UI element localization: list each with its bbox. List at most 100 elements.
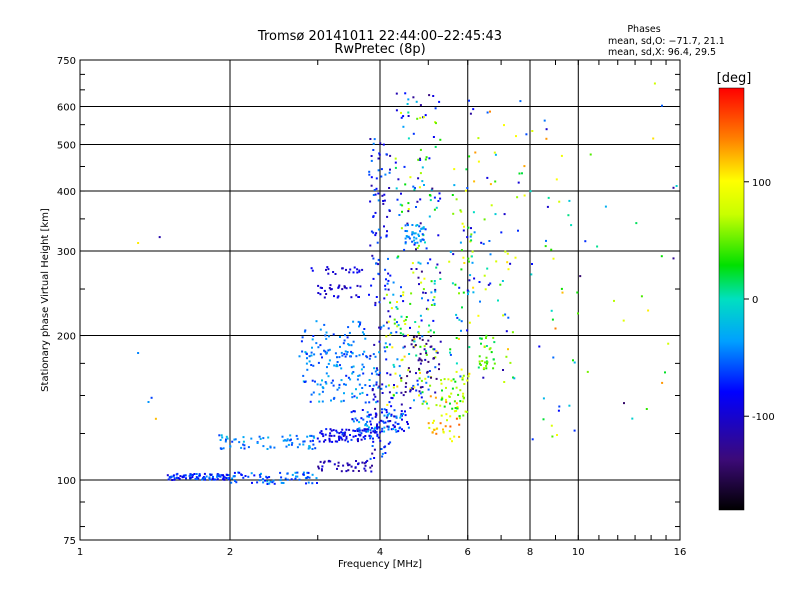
data-point: [413, 239, 416, 242]
data-point: [371, 445, 374, 447]
data-point: [500, 231, 503, 234]
data-point: [323, 296, 326, 299]
y-tick-label: 300: [57, 247, 76, 258]
data-point: [397, 178, 400, 181]
data-point: [396, 307, 399, 310]
data-point: [467, 260, 470, 263]
data-point: [333, 295, 335, 298]
data-point: [572, 359, 574, 362]
data-point: [356, 284, 359, 287]
data-point: [306, 357, 308, 360]
data-point: [433, 429, 436, 431]
data-point: [362, 436, 365, 439]
data-point: [545, 239, 547, 242]
data-point: [341, 354, 344, 357]
data-point: [338, 437, 341, 440]
data-point: [434, 396, 437, 399]
data-point: [425, 353, 428, 356]
data-point: [395, 391, 398, 394]
data-point: [380, 419, 383, 422]
data-point: [672, 186, 675, 189]
data-point: [401, 204, 404, 207]
data-point: [407, 224, 409, 227]
data-point: [462, 392, 465, 395]
data-point: [185, 477, 187, 480]
data-point: [557, 409, 560, 412]
data-point: [357, 433, 360, 436]
data-point: [430, 291, 433, 294]
data-point: [377, 373, 380, 376]
data-point: [399, 374, 401, 377]
data-point: [362, 366, 365, 369]
data-point: [509, 361, 512, 364]
data-point: [463, 383, 466, 385]
data-point: [401, 418, 403, 421]
data-point: [392, 424, 395, 427]
data-point: [399, 203, 402, 206]
data-point: [385, 234, 388, 237]
data-point: [437, 200, 440, 202]
data-point: [375, 262, 377, 265]
data-point: [308, 360, 311, 363]
data-point: [419, 116, 422, 119]
data-point: [368, 385, 371, 387]
data-point: [584, 240, 587, 243]
data-point: [434, 290, 437, 293]
data-point: [369, 420, 372, 423]
data-point: [221, 436, 224, 439]
data-point: [204, 478, 207, 481]
phases-o-mode: mean, sd,O: −71.7, 21.1: [608, 36, 725, 47]
data-point: [381, 452, 384, 455]
data-point: [179, 475, 182, 478]
data-point: [376, 400, 379, 403]
data-point: [415, 206, 417, 208]
data-point: [363, 428, 366, 431]
data-point: [457, 337, 460, 340]
data-point: [446, 419, 448, 422]
data-point: [332, 384, 335, 387]
data-point: [409, 370, 411, 373]
data-point: [425, 352, 428, 355]
data-point: [384, 284, 387, 287]
data-point: [414, 232, 417, 235]
data-point: [374, 395, 377, 398]
data-point: [345, 435, 348, 438]
data-point: [319, 353, 322, 356]
data-point: [147, 401, 150, 403]
data-point: [377, 258, 380, 261]
data-point: [484, 288, 487, 291]
data-point: [531, 438, 534, 441]
data-point: [348, 428, 351, 431]
data-point: [421, 386, 424, 388]
data-point: [338, 356, 341, 359]
data-point: [399, 295, 402, 298]
data-point: [396, 358, 399, 361]
data-point: [672, 257, 675, 260]
data-point: [462, 374, 465, 377]
data-point: [434, 288, 437, 291]
data-point: [394, 421, 397, 424]
data-point: [195, 473, 198, 475]
data-point: [358, 354, 361, 357]
data-point: [356, 271, 359, 274]
data-point: [364, 435, 367, 437]
data-point: [455, 198, 458, 201]
data-point: [389, 315, 392, 318]
data-point: [440, 398, 443, 401]
data-point: [444, 425, 447, 428]
data-point: [404, 334, 407, 337]
data-point: [198, 474, 201, 477]
data-point: [432, 419, 435, 422]
data-point: [462, 291, 465, 294]
x-tick-label: 1: [77, 547, 83, 558]
data-point: [290, 438, 292, 441]
data-point: [328, 434, 331, 437]
data-point: [450, 379, 453, 382]
data-point: [467, 226, 470, 229]
data-point: [422, 400, 425, 403]
data-point: [394, 161, 397, 164]
y-tick-label: 400: [57, 187, 76, 198]
data-point: [363, 429, 366, 432]
data-point: [350, 411, 353, 414]
data-point: [458, 435, 461, 438]
